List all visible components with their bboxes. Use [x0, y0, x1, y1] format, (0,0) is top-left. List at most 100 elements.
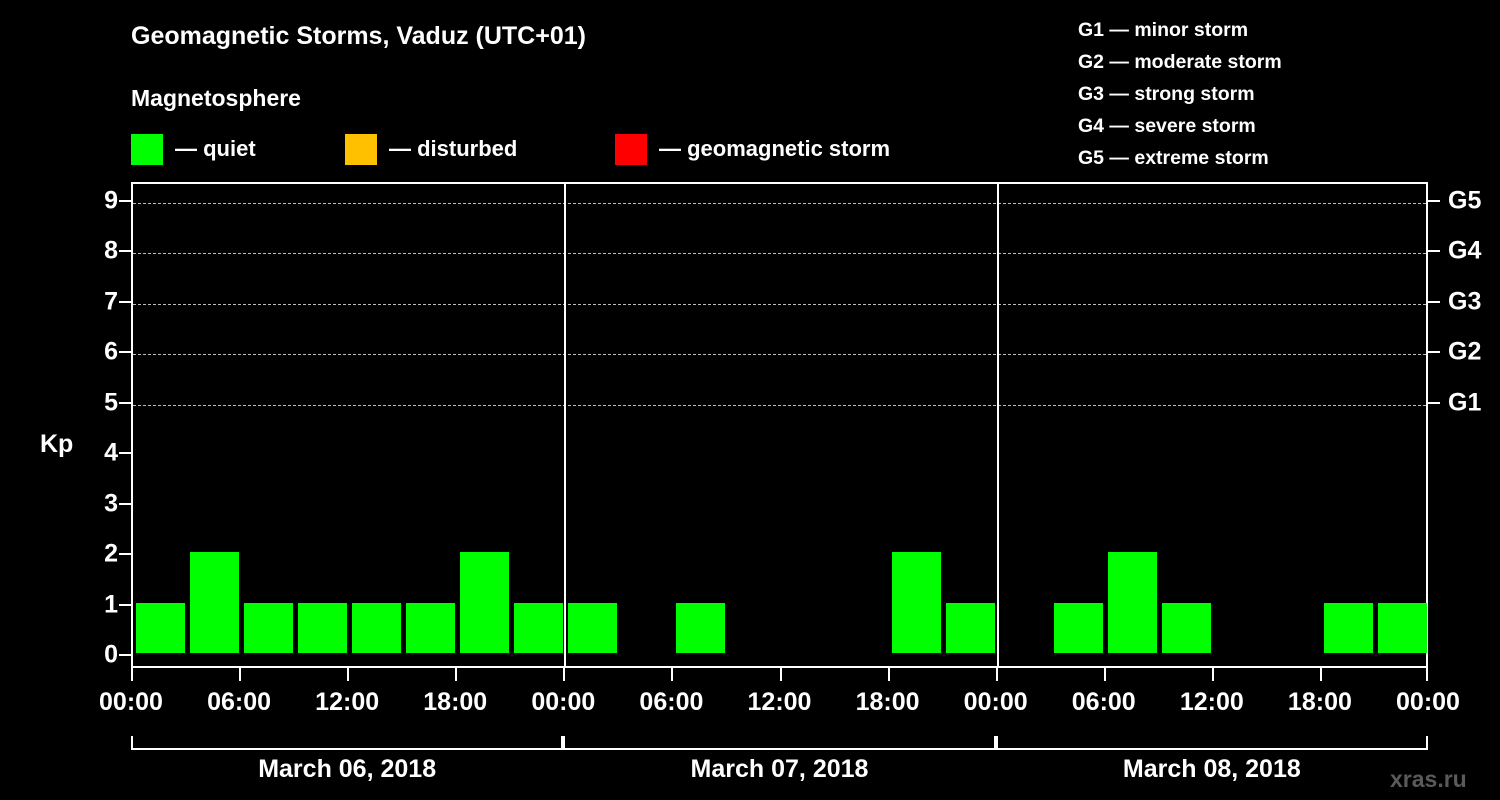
g-tick-label-g1: G1: [1448, 388, 1482, 417]
day-divider: [996, 184, 999, 666]
date-label: March 07, 2018: [690, 755, 869, 783]
page-title: Geomagnetic Storms, Vaduz (UTC+01): [131, 22, 586, 50]
x-tick-label: 00:00: [963, 688, 1028, 716]
legend-label-disturbed: — disturbed: [389, 136, 518, 161]
bar: [1324, 602, 1374, 653]
bar: [297, 602, 347, 653]
y-axis-title: Kp: [40, 430, 74, 458]
date-bracket: [131, 736, 564, 750]
x-tick: [563, 668, 566, 681]
x-tick-label: 00:00: [99, 688, 163, 716]
date-bracket: [995, 736, 1428, 750]
y-tick-label-4: 4: [104, 438, 118, 467]
red-square-icon: [615, 133, 647, 165]
x-tick-label: 18:00: [855, 688, 920, 716]
x-tick-label: 06:00: [639, 688, 704, 716]
x-tick-label: 12:00: [747, 688, 812, 716]
legend-label-quiet: — quiet: [175, 136, 256, 161]
bar: [405, 602, 455, 653]
bar: [1108, 552, 1158, 653]
gridline-kp-9: [133, 203, 1426, 204]
g-scale-item-g4: G4 — severe storm: [1078, 115, 1256, 137]
g-tick-label-g2: G2: [1448, 337, 1482, 366]
g-tick: [1428, 250, 1440, 253]
x-tick: [455, 668, 458, 681]
g-tick: [1428, 401, 1440, 404]
day-divider: [564, 184, 567, 666]
gridline-kp-5: [133, 404, 1426, 406]
date-label: March 08, 2018: [1122, 755, 1301, 783]
g-tick-label-g5: G5: [1448, 186, 1482, 215]
g-scale-item-g3: G3 — strong storm: [1078, 83, 1255, 105]
x-tick-label: 12:00: [1179, 688, 1244, 716]
bar: [567, 602, 617, 653]
y-tick: [119, 200, 131, 202]
g-tick: [1428, 200, 1440, 202]
y-tick: [119, 401, 131, 404]
bar: [135, 602, 185, 653]
x-tick-label: 18:00: [423, 688, 488, 716]
g-tick-label-g3: G3: [1448, 287, 1482, 316]
y-tick-label-3: 3: [104, 489, 118, 518]
legend-item-disturbed: — disturbed: [345, 133, 517, 165]
bar: [243, 602, 293, 653]
bar: [1378, 602, 1428, 653]
legend-item-quiet: — quiet: [131, 133, 256, 165]
gridline-kp-6: [133, 354, 1426, 356]
x-tick-label: 12:00: [315, 688, 380, 716]
g-scale-item-g1: G1 — minor storm: [1078, 19, 1249, 41]
green-square-icon: [131, 133, 163, 165]
g-tick-label-g4: G4: [1448, 236, 1482, 265]
x-tick: [1103, 668, 1106, 681]
x-tick-label: 18:00: [1287, 688, 1352, 716]
bar: [459, 552, 509, 653]
bar: [892, 552, 942, 653]
bar: [1054, 602, 1104, 653]
x-tick-label: 00:00: [1396, 688, 1460, 716]
x-tick-label: 00:00: [531, 688, 596, 716]
y-tick-label-8: 8: [104, 236, 118, 265]
date-label: March 06, 2018: [258, 755, 437, 783]
y-tick: [119, 452, 131, 455]
y-tick-label-2: 2: [104, 539, 118, 568]
watermark: xras.ru: [1390, 766, 1467, 792]
x-tick: [1319, 668, 1322, 681]
y-tick-label-1: 1: [104, 590, 118, 619]
bar: [946, 602, 996, 653]
y-tick: [119, 603, 131, 606]
orange-square-icon: [345, 133, 377, 165]
y-tick-label-5: 5: [104, 388, 118, 417]
g-scale-item-g5: G5 — extreme storm: [1078, 147, 1269, 169]
g-tick: [1428, 300, 1440, 303]
y-tick-label-6: 6: [104, 337, 118, 366]
x-tick: [347, 668, 350, 681]
x-tick: [671, 668, 674, 681]
y-tick: [119, 502, 131, 505]
bar: [189, 552, 239, 653]
magnetosphere-heading: Magnetosphere: [131, 85, 301, 111]
y-tick: [119, 300, 131, 303]
bar: [513, 602, 563, 653]
legend-label-geomagnetic-storm: — geomagnetic storm: [659, 136, 891, 161]
gridline-kp-8: [133, 253, 1426, 255]
x-tick: [887, 668, 890, 681]
bar: [675, 602, 725, 653]
x-tick: [779, 668, 782, 681]
x-tick: [1211, 668, 1214, 681]
g-tick: [1428, 351, 1440, 354]
y-tick: [119, 351, 131, 354]
g-scale-item-g2: G2 — moderate storm: [1078, 51, 1282, 73]
bar: [1162, 602, 1212, 653]
chart-plot-inner: [133, 184, 1428, 666]
x-tick: [1426, 668, 1428, 681]
y-tick-label-9: 9: [104, 186, 118, 215]
bar: [351, 602, 401, 653]
y-tick: [119, 654, 131, 656]
x-tick: [131, 668, 133, 681]
x-tick: [239, 668, 242, 681]
date-bracket: [563, 736, 996, 750]
legend-item-geomagnetic-storm: — geomagnetic storm: [615, 133, 890, 165]
y-tick-label-7: 7: [104, 287, 118, 316]
y-tick: [119, 250, 131, 253]
gridline-kp-7: [133, 303, 1426, 305]
